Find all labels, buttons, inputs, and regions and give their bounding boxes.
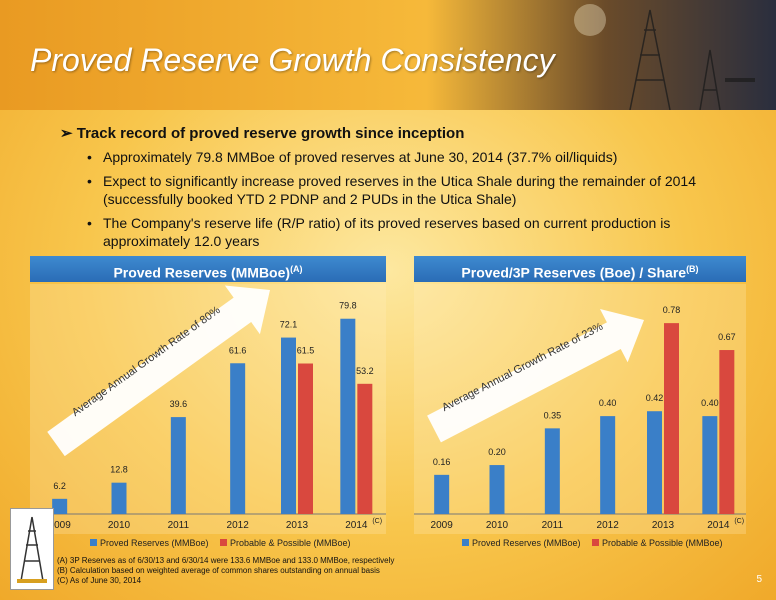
data-label: 0.40 bbox=[599, 398, 617, 408]
arrow-bullet-icon: ➢ bbox=[60, 125, 73, 142]
bullet-dot-icon: • bbox=[87, 173, 92, 189]
bar-proved bbox=[702, 416, 718, 514]
bullet-main-text: Track record of proved reserve growth si… bbox=[76, 125, 465, 142]
data-label: 79.8 bbox=[339, 301, 357, 311]
bar-proved bbox=[340, 318, 356, 514]
left-chart-title-note: (A) bbox=[290, 264, 303, 274]
growth-arrow-shape bbox=[47, 285, 270, 457]
page-title: Proved Reserve Growth Consistency bbox=[30, 42, 555, 78]
data-label: 53.2 bbox=[356, 366, 374, 376]
bar-probable bbox=[298, 363, 313, 514]
data-label: 0.67 bbox=[718, 332, 736, 342]
bullet-section: ➢ Track record of proved reserve growth … bbox=[60, 124, 760, 256]
bar-probable bbox=[664, 323, 679, 514]
x-tick-note: (C) bbox=[734, 518, 744, 525]
growth-arrow bbox=[47, 285, 270, 457]
oil-rig-icon bbox=[574, 4, 755, 110]
x-tick-label: 2011 bbox=[542, 520, 564, 531]
company-logo bbox=[10, 508, 54, 590]
x-tick-label: 2011 bbox=[168, 520, 190, 531]
legend-label: Proved Reserves (MMBoe) bbox=[100, 538, 209, 548]
header-banner: Proved Reserve Growth Consistency bbox=[0, 0, 776, 110]
x-tick-label: 2010 bbox=[108, 520, 131, 531]
data-label: 0.78 bbox=[663, 305, 681, 315]
legend-label: Probable & Possible (MMBoe) bbox=[602, 538, 723, 548]
legend-label: Probable & Possible (MMBoe) bbox=[230, 538, 351, 548]
data-label: 12.8 bbox=[110, 465, 128, 475]
legend-swatch bbox=[90, 539, 97, 546]
x-tick-label: 2009 bbox=[49, 520, 72, 531]
bar-proved bbox=[170, 417, 186, 514]
bar-proved bbox=[544, 428, 560, 514]
right-chart-title: Proved/3P Reserves (Boe) / Share(B) bbox=[414, 256, 746, 282]
x-tick-note: (C) bbox=[372, 518, 382, 525]
bullet-sub: • Approximately 79.8 MMBoe of proved res… bbox=[60, 148, 760, 166]
data-label: 72.1 bbox=[280, 320, 298, 330]
bar-proved bbox=[52, 498, 68, 514]
x-tick-label: 2013 bbox=[286, 520, 309, 531]
right-chart-title-note: (B) bbox=[686, 264, 699, 274]
data-label: 61.6 bbox=[229, 345, 247, 355]
bullet-sub: • Expect to significantly increase prove… bbox=[60, 172, 760, 208]
footnote-a: (A) 3P Reserves as of 6/30/13 and 6/30/1… bbox=[57, 556, 395, 565]
x-tick-label: 2012 bbox=[597, 520, 620, 531]
bar-proved bbox=[600, 416, 616, 514]
bar-probable bbox=[719, 350, 735, 514]
bar-proved bbox=[647, 411, 662, 514]
bar-proved bbox=[111, 482, 127, 514]
page-number: 5 bbox=[756, 574, 762, 585]
bar-proved bbox=[489, 465, 505, 514]
x-tick-label: 2012 bbox=[227, 520, 250, 531]
left-chart-title-text: Proved Reserves (MMBoe) bbox=[113, 264, 291, 281]
x-tick-label: 2014 bbox=[707, 520, 730, 531]
bar-proved bbox=[434, 474, 450, 514]
bullet-main: ➢ Track record of proved reserve growth … bbox=[60, 124, 760, 142]
growth-arrow-shape bbox=[427, 309, 644, 443]
legend-label: Proved Reserves (MMBoe) bbox=[472, 538, 581, 548]
left-chart-title: Proved Reserves (MMBoe)(A) bbox=[30, 256, 386, 282]
data-label: 61.5 bbox=[297, 346, 315, 356]
data-label: 39.6 bbox=[170, 399, 188, 409]
data-label: 0.35 bbox=[544, 410, 562, 420]
bar-proved bbox=[230, 363, 246, 514]
data-label: 6.2 bbox=[53, 481, 66, 491]
data-label: 0.20 bbox=[488, 447, 506, 457]
bullet-dot-icon: • bbox=[87, 215, 92, 231]
proved-reserves-chart: Average Annual Growth Rate of 80%6.22009… bbox=[30, 284, 386, 548]
bar-probable bbox=[357, 383, 373, 514]
data-label: 0.42 bbox=[646, 393, 664, 403]
bar-proved bbox=[281, 337, 296, 514]
footnote-c: (C) As of June 30, 2014 bbox=[57, 576, 142, 585]
right-chart-title-text: Proved/3P Reserves (Boe) / Share bbox=[461, 264, 687, 281]
data-label: 0.16 bbox=[433, 457, 451, 467]
bullet-sub: • The Company's reserve life (R/P ratio)… bbox=[60, 214, 760, 250]
bullet-sub-text: Approximately 79.8 MMBoe of proved reser… bbox=[103, 149, 618, 165]
reserves-per-share-chart: Average Annual Growth Rate of 23%0.16200… bbox=[414, 284, 746, 548]
growth-arrow bbox=[427, 309, 644, 443]
legend-swatch bbox=[592, 539, 599, 546]
data-label: 0.40 bbox=[701, 398, 719, 408]
footnote-b: (B) Calculation based on weighted averag… bbox=[57, 566, 380, 575]
footnotes: (A) 3P Reserves as of 6/30/13 and 6/30/1… bbox=[57, 556, 394, 586]
bullet-dot-icon: • bbox=[87, 149, 92, 165]
bullet-sub-text: The Company's reserve life (R/P ratio) o… bbox=[103, 215, 671, 249]
x-tick-label: 2014 bbox=[345, 520, 368, 531]
x-tick-label: 2013 bbox=[652, 520, 675, 531]
legend-swatch bbox=[462, 539, 469, 546]
legend-swatch bbox=[220, 539, 227, 546]
x-tick-label: 2010 bbox=[486, 520, 509, 531]
bullet-sub-text: Expect to significantly increase proved … bbox=[103, 173, 696, 207]
x-tick-label: 2009 bbox=[431, 520, 454, 531]
